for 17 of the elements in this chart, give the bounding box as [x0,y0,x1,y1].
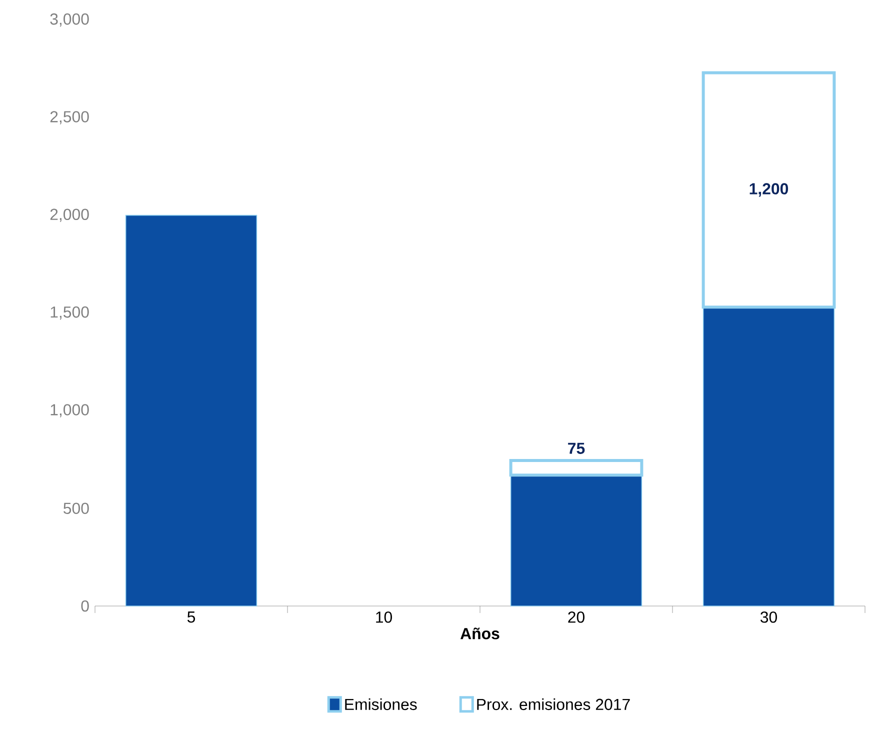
legend-label: Prox. emisiones 2017 [477,698,630,710]
x-tick-label: 10 [376,612,392,623]
y-tick-label: 500 [64,502,89,514]
data-label: 75 [568,442,585,454]
data-label: 1,200 [750,183,788,197]
x-axis-title: Años [460,628,500,640]
x-tick-label: 30 [760,612,777,623]
x-tick-label: 20 [568,612,584,623]
y-tick-label: 2,500 [50,111,89,124]
y-tick-label: 2,000 [50,208,89,222]
y-tick-label: 3,000 [50,13,89,27]
y-tick-label: 0 [81,600,89,612]
y-tick-label: 1,500 [50,306,89,320]
bar [125,214,258,606]
y-tick-label: 1,000 [50,404,89,418]
x-tick-label: 5 [187,612,196,623]
legend-label: Emisiones [345,698,417,710]
